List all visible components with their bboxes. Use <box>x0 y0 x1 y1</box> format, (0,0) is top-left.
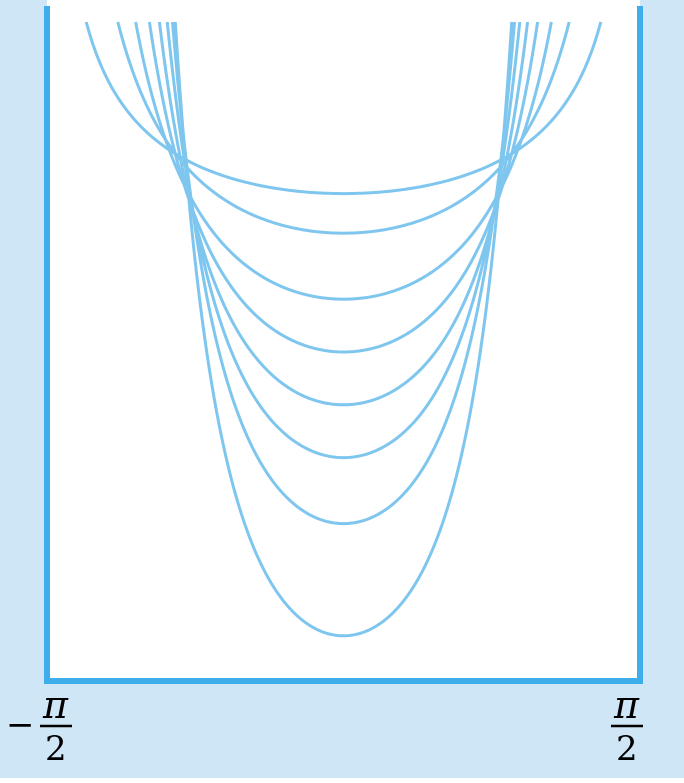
tick-right-denominator: 2 <box>616 729 638 769</box>
curve-group <box>84 21 603 638</box>
curve-5 <box>157 21 530 407</box>
curve-4 <box>147 21 540 354</box>
curve-1 <box>84 21 603 196</box>
tick-label-right: π 2 <box>611 683 643 769</box>
tick-left-sign: − <box>6 705 35 745</box>
tick-label-left: − π 2 <box>6 683 72 769</box>
tick-left-numerator: π <box>42 683 69 727</box>
curve-6 <box>165 21 522 460</box>
curve-2 <box>116 21 571 235</box>
tick-left-denominator: 2 <box>45 729 67 769</box>
curve-7 <box>170 21 517 526</box>
plot-area <box>47 0 640 682</box>
curve-8 <box>173 21 514 638</box>
tick-right-numerator: π <box>613 683 640 727</box>
curve-3 <box>134 21 553 301</box>
